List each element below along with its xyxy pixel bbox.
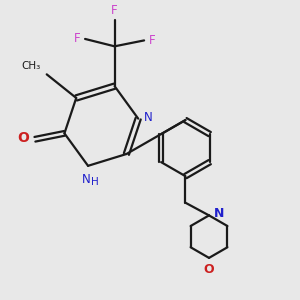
Text: O: O — [18, 131, 30, 145]
Text: N: N — [143, 111, 152, 124]
Text: H: H — [91, 177, 98, 187]
Text: CH₃: CH₃ — [21, 61, 40, 71]
Text: N: N — [82, 173, 91, 186]
Text: F: F — [111, 4, 118, 17]
Text: F: F — [74, 32, 81, 45]
Text: O: O — [204, 263, 214, 276]
Text: F: F — [148, 34, 155, 47]
Text: N: N — [214, 207, 225, 220]
